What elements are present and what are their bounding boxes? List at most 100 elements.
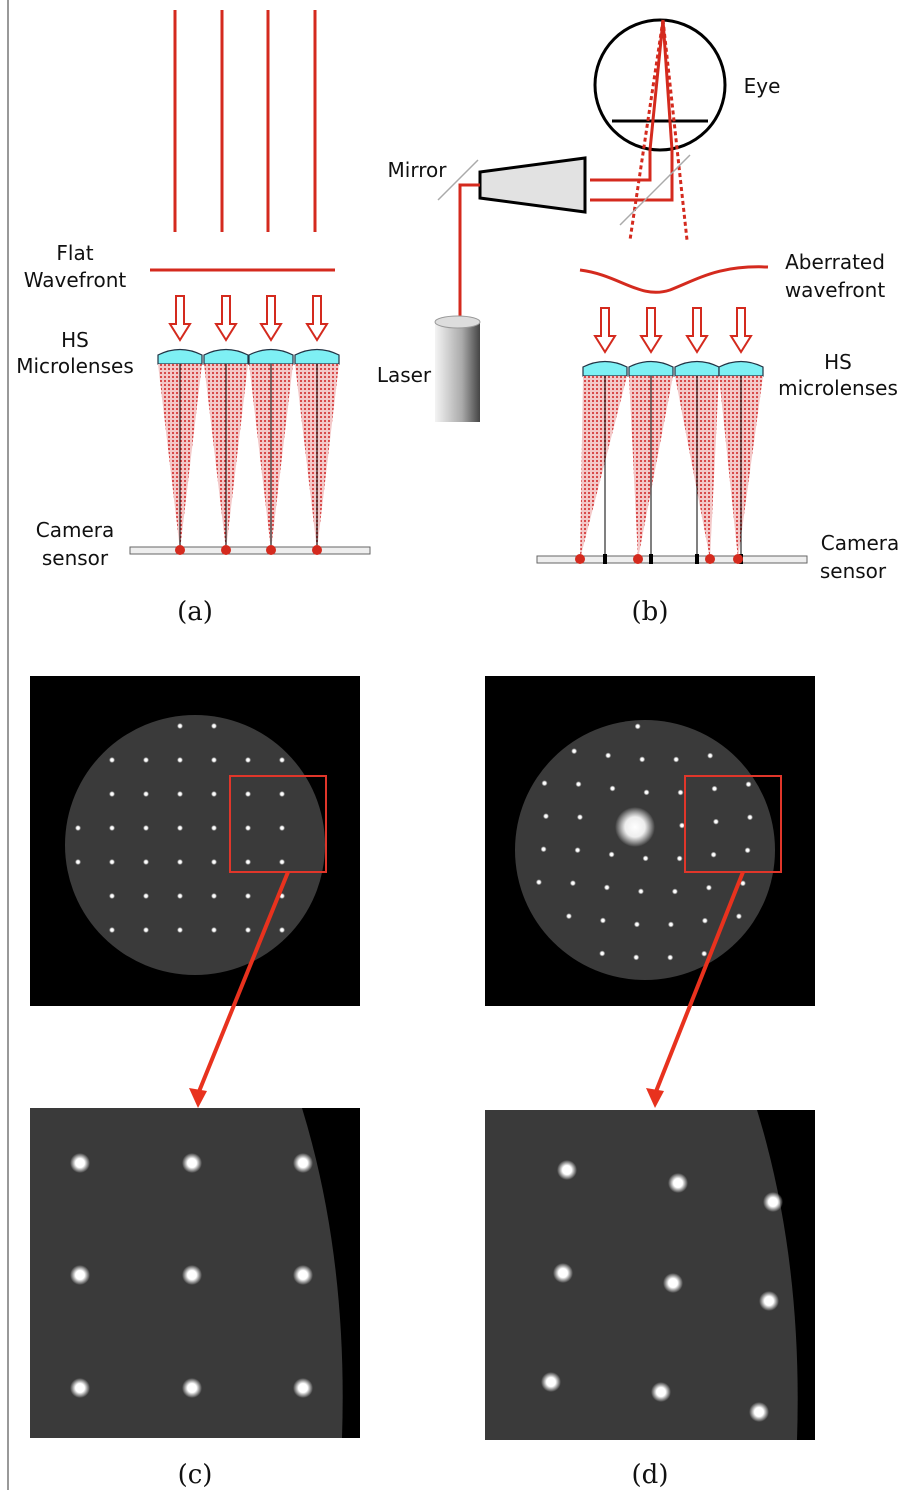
spot [706,885,712,891]
spot [177,859,183,865]
label: HS [61,328,89,352]
spot [109,757,115,763]
spot [570,880,576,886]
spot [279,791,285,797]
spot [542,780,548,786]
spot [639,756,645,762]
arrow [641,308,661,352]
focal-spot [633,554,643,564]
spot [211,791,217,797]
figure: Flat Wavefront HS Microlenses Camera sen… [0,0,907,1490]
spot [279,859,285,865]
spot [557,1160,577,1180]
pupil [65,715,325,975]
spot [182,1265,202,1285]
zoom-pupil [485,1110,798,1440]
spot [177,757,183,763]
spot [70,1265,90,1285]
spot [245,825,251,831]
label: Camera [36,518,115,542]
microlens [249,350,293,365]
spot [182,1378,202,1398]
telescope [480,158,585,212]
label: Microlenses [16,354,134,378]
spot [109,893,115,899]
caption: (a) [177,597,213,627]
laser-top [435,316,480,328]
microlens [204,350,248,365]
spot [712,786,718,792]
arrow [687,308,707,352]
spot [70,1378,90,1398]
panel-c [30,676,360,1438]
spot [651,1382,671,1402]
spot [143,927,149,933]
spot [279,757,285,763]
label: sensor [42,546,109,570]
label: sensor [820,559,887,583]
spot [677,855,683,861]
panel-a [130,10,370,555]
arrow [307,296,327,340]
arrow [216,296,236,340]
spot [707,753,713,759]
spot [701,951,707,957]
microlens [295,350,339,365]
spot [711,852,717,858]
microlens [719,362,763,377]
spot [109,859,115,865]
spot [644,789,650,795]
central-glint [615,807,655,847]
spot [245,791,251,797]
spot [678,789,684,795]
spot [575,847,581,853]
spot [211,757,217,763]
spot [143,893,149,899]
beamsplitter [620,155,690,225]
spot [177,723,183,729]
spot [211,893,217,899]
arrow [731,308,751,352]
spot [553,1263,573,1283]
spot [749,1402,769,1422]
spot [143,825,149,831]
reference [603,554,607,564]
spot [668,921,674,927]
spot [75,825,81,831]
microlens [629,362,673,377]
spot [577,814,583,820]
spot [182,1153,202,1173]
spot [109,825,115,831]
spot [143,859,149,865]
spot [668,1173,688,1193]
focal-spot [175,545,185,555]
spot [293,1153,313,1173]
spot [143,757,149,763]
spot [747,814,753,820]
label: Aberrated [785,250,885,274]
label: microlenses [778,376,898,400]
spot [177,927,183,933]
spot [610,785,616,791]
label: Eye [744,74,781,98]
caption: (b) [632,597,669,627]
spot [736,913,742,919]
spot [109,927,115,933]
spot [609,851,615,857]
panel-d [485,676,815,1440]
spot [745,847,751,853]
label: Flat [56,241,93,265]
focal-spot [266,545,276,555]
spot [279,825,285,831]
spot [566,913,572,919]
spot [245,927,251,933]
focal-spot [733,554,743,564]
spot [211,927,217,933]
label: HS [824,350,852,374]
microlens [675,362,719,377]
microlens [583,362,627,377]
label: Laser [377,363,432,387]
spot [177,791,183,797]
spot [543,813,549,819]
focal-spot [575,554,585,564]
